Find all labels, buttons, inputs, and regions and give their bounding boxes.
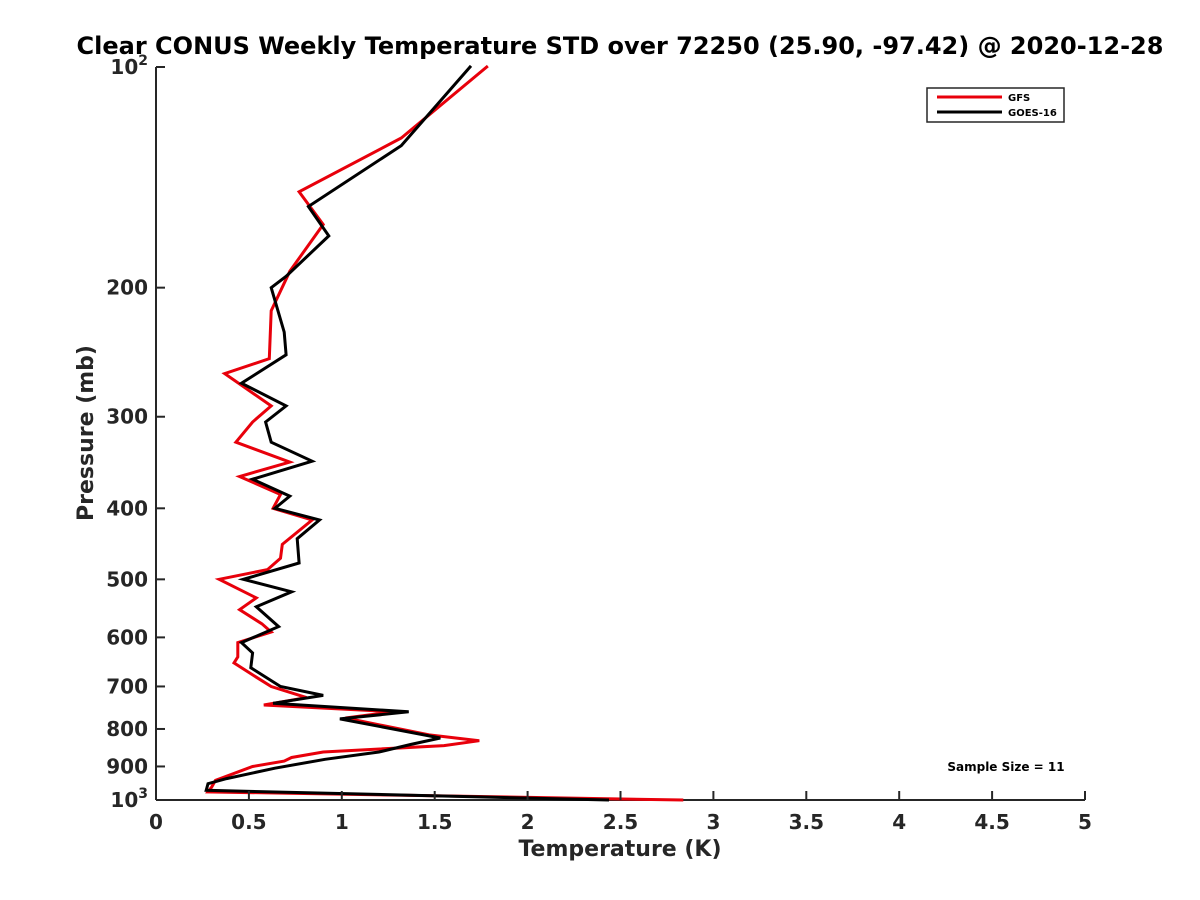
x-tick-label: 2.5 [603, 810, 638, 834]
legend-label: GFS [1008, 93, 1030, 104]
y-tick-label: 300 [106, 405, 148, 429]
y-tick-label: 700 [106, 674, 148, 698]
y-axis-ticks: 102 200 300 400 500 600 700 800 900 103 [106, 53, 165, 812]
y-axis-label: Pressure (mb) [74, 345, 99, 521]
y-tick-label: 400 [106, 496, 148, 520]
y-tick-label: 900 [106, 754, 148, 778]
x-tick-label: 4 [892, 810, 906, 834]
y-tick-label: 800 [106, 717, 148, 741]
legend-box [926, 87, 1065, 123]
y-tick-label: 600 [106, 625, 148, 649]
x-tick-label: 0 [149, 810, 163, 834]
y-tick-label: 200 [106, 276, 148, 300]
x-axis-ticks: 0 0.5 1 1.5 2 2.5 3 3.5 4 4.5 5 [149, 791, 1092, 834]
series-layer [204, 64, 684, 802]
series-line-gfs [205, 64, 684, 802]
y-tick-label: 500 [106, 567, 148, 591]
y-tick-label: 102 [110, 53, 148, 79]
x-tick-label: 0.5 [231, 810, 266, 834]
y-tick-label: 103 [110, 786, 148, 812]
x-tick-label: 3.5 [789, 810, 824, 834]
x-tick-label: 1 [335, 810, 349, 834]
x-tick-label: 3 [706, 810, 720, 834]
x-tick-label: 1.5 [417, 810, 452, 834]
legend: GFS GOES-16 [926, 87, 1065, 123]
chart-title: Clear CONUS Weekly Temperature STD over … [77, 32, 1164, 60]
x-tick-label: 2 [521, 810, 535, 834]
x-axis-label: Temperature (K) [518, 837, 721, 862]
legend-label: GOES-16 [1008, 108, 1057, 119]
series-line-goes-16 [204, 64, 610, 802]
x-tick-label: 4.5 [974, 810, 1009, 834]
sample-size-note: Sample Size = 11 [947, 760, 1064, 774]
x-tick-label: 5 [1078, 810, 1092, 834]
